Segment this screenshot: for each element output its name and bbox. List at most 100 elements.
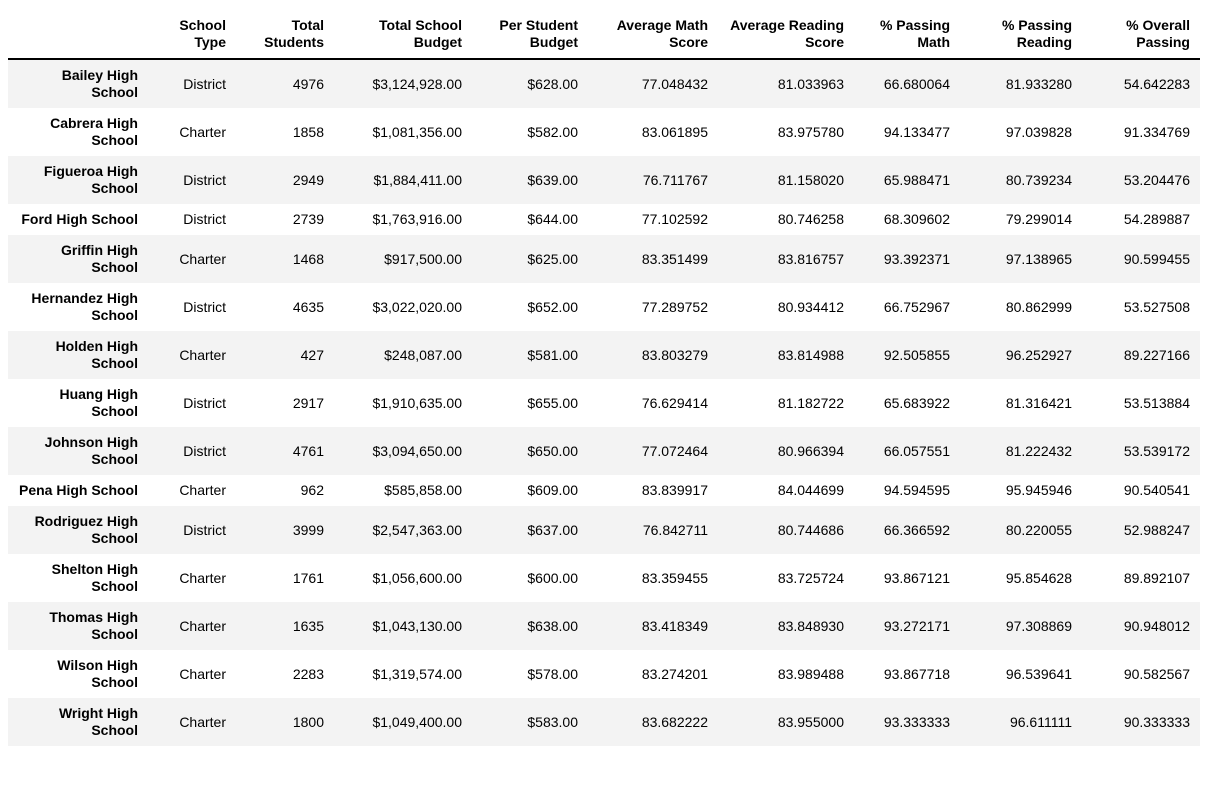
- table-cell: 93.272171: [883, 617, 950, 634]
- table-cell: 65.988471: [883, 171, 950, 188]
- table-cell: 53.204476: [1123, 171, 1190, 188]
- table-row: Cabrera High School Charter 1858 $1,081,35…: [8, 108, 1200, 156]
- table-cell: District: [183, 521, 226, 538]
- table-cell: 4976: [292, 75, 324, 92]
- row-school-name: Cabrera High School: [50, 115, 138, 148]
- dataframe-output: School Type Total Students Total School Bu…: [8, 10, 1200, 746]
- table-row: Pena High School Charter 962 $585,858.00 $6…: [8, 475, 1200, 506]
- column-header: % Overall Passing: [1082, 10, 1200, 60]
- table-row: Holden High School Charter 427 $248,087.00…: [8, 331, 1200, 379]
- table-cell: 80.934412: [777, 298, 844, 315]
- table-cell: 93.867121: [883, 569, 950, 586]
- table-cell: 89.892107: [1123, 569, 1190, 586]
- table-cell: District: [183, 298, 226, 315]
- row-school-name: Rodriguez High School: [34, 513, 138, 546]
- column-header: % Passing Math: [854, 10, 960, 60]
- table-cell: Charter: [179, 665, 226, 682]
- table-cell: District: [183, 75, 226, 92]
- table-cell: 83.418349: [641, 617, 708, 634]
- table-cell: 84.044699: [777, 482, 844, 498]
- table-cell: 76.842711: [642, 521, 708, 538]
- column-header: Average Reading Score: [718, 10, 854, 60]
- table-cell: 66.057551: [883, 442, 950, 459]
- row-school-name: Holden High School: [55, 338, 138, 371]
- table-cell: Charter: [179, 250, 226, 267]
- table-cell: 94.133477: [883, 123, 950, 140]
- row-school-name: Thomas High School: [49, 609, 138, 642]
- table-cell: $585,858.00: [384, 482, 462, 498]
- table-cell: $582.00: [527, 123, 578, 140]
- table-cell: $650.00: [527, 442, 578, 459]
- table-cell: District: [183, 442, 226, 459]
- table-cell: 93.333333: [883, 713, 950, 730]
- table-cell: 81.222432: [1005, 442, 1072, 459]
- table-cell: $578.00: [527, 665, 578, 682]
- table-cell: 90.599455: [1123, 250, 1190, 267]
- table-cell: 81.933280: [1005, 75, 1072, 92]
- table-cell: 1761: [292, 569, 324, 586]
- table-cell: 81.316421: [1005, 394, 1072, 411]
- table-cell: 90.582567: [1123, 665, 1190, 682]
- table-cell: 77.048432: [641, 75, 708, 92]
- table-cell: 2283: [292, 665, 324, 682]
- table-cell: 83.989488: [777, 665, 844, 682]
- table-row: Thomas High School Charter 1635 $1,043,130…: [8, 602, 1200, 650]
- table-cell: Charter: [179, 569, 226, 586]
- school-summary-table: School Type Total Students Total School Bu…: [8, 10, 1200, 746]
- table-cell: $1,056,600.00: [372, 569, 462, 586]
- table-cell: 81.033963: [777, 75, 844, 92]
- table-cell: 2917: [292, 394, 324, 411]
- row-school-name: Griffin High School: [61, 242, 138, 275]
- table-cell: 90.540541: [1123, 482, 1190, 498]
- table-cell: 79.299014: [1005, 211, 1072, 227]
- row-school-name: Hernandez High School: [31, 290, 138, 323]
- table-cell: 76.711767: [642, 171, 708, 188]
- table-cell: 427: [300, 346, 324, 363]
- table-cell: 91.334769: [1123, 123, 1190, 140]
- table-cell: 90.948012: [1123, 617, 1190, 634]
- table-body: Bailey High School District 4976 $3,124,92…: [8, 59, 1200, 746]
- table-cell: $639.00: [527, 171, 578, 188]
- table-cell: 66.752967: [883, 298, 950, 315]
- table-cell: $583.00: [527, 713, 578, 730]
- table-row: Hernandez High School District 4635 $3,022…: [8, 283, 1200, 331]
- table-cell: $248,087.00: [384, 346, 462, 363]
- table-cell: $1,319,574.00: [372, 665, 462, 682]
- table-cell: 97.308869: [1005, 617, 1072, 634]
- table-row: Shelton High School Charter 1761 $1,056,60…: [8, 554, 1200, 602]
- table-cell: $638.00: [527, 617, 578, 634]
- table-cell: 95.854628: [1005, 569, 1072, 586]
- table-cell: 90.333333: [1123, 713, 1190, 730]
- table-cell: Charter: [179, 123, 226, 140]
- row-school-name: Figueroa High School: [43, 163, 138, 196]
- table-row: Johnson High School District 4761 $3,094,6…: [8, 427, 1200, 475]
- table-cell: $1,049,400.00: [372, 713, 462, 730]
- row-school-name: Pena High School: [18, 482, 138, 498]
- table-cell: 92.505855: [883, 346, 950, 363]
- table-cell: 80.739234: [1005, 171, 1072, 188]
- table-cell: 54.642283: [1123, 75, 1190, 92]
- table-cell: 80.862999: [1005, 298, 1072, 315]
- table-cell: 96.539641: [1005, 665, 1072, 682]
- table-cell: 97.039828: [1005, 123, 1072, 140]
- table-cell: $644.00: [527, 211, 578, 227]
- column-header: School Type: [148, 10, 236, 60]
- row-school-name: Wilson High School: [57, 657, 138, 690]
- table-cell: 83.803279: [641, 346, 708, 363]
- table-cell: Charter: [179, 482, 226, 498]
- row-school-name: Huang High School: [59, 386, 138, 419]
- table-cell: 93.867718: [883, 665, 950, 682]
- index-column-header: [8, 10, 148, 60]
- table-cell: 95.945946: [1005, 482, 1072, 498]
- table-cell: 4761: [292, 442, 324, 459]
- table-cell: District: [183, 211, 226, 227]
- table-cell: 3999: [292, 521, 324, 538]
- table-cell: 1468: [292, 250, 324, 267]
- table-cell: 53.527508: [1123, 298, 1190, 315]
- table-cell: 66.366592: [883, 521, 950, 538]
- table-cell: 83.274201: [641, 665, 708, 682]
- table-cell: 96.252927: [1005, 346, 1072, 363]
- table-cell: $3,094,650.00: [372, 442, 462, 459]
- row-school-name: Bailey High School: [61, 67, 138, 100]
- table-cell: 83.848930: [777, 617, 844, 634]
